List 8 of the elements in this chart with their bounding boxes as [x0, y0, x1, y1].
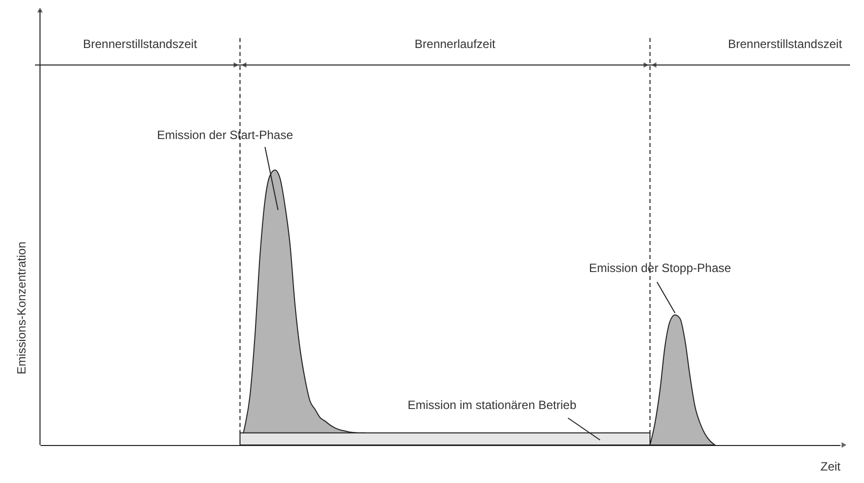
text: Emission der Start-Phase: [156, 128, 294, 142]
annotation: Emission im stationären Betrieb: [408, 398, 577, 412]
text: Brennerstillstandszeit: [728, 37, 843, 51]
text: Brennerlaufzeit: [414, 37, 496, 51]
y-axis-title: Emissions-Konzentration: [14, 242, 28, 374]
x-axis-title: Zeit: [820, 460, 842, 474]
annotation: Emission der Stopp-Phase: [588, 261, 732, 275]
text: Brennerstillstandszeit: [82, 37, 198, 51]
